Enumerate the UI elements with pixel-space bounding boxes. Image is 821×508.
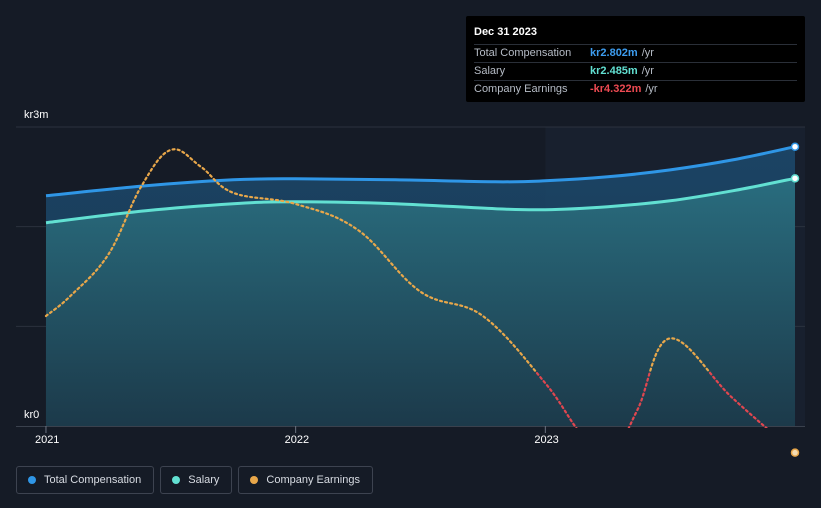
total-compensation-line: [45, 145, 796, 198]
tooltip-row-company-earnings: Company Earnings -kr4.322m /yr: [474, 80, 797, 98]
x-tick-label: 2023: [534, 434, 558, 446]
salary-line: [45, 176, 796, 225]
salary-area: [45, 178, 796, 426]
y-tick-label: kr0: [24, 409, 39, 421]
x-axis-ticks: 2021 2022 2023: [35, 426, 559, 446]
legend-toggle-salary[interactable]: Salary: [160, 466, 233, 494]
legend-dot-icon: [28, 476, 36, 484]
legend-label: Total Compensation: [44, 474, 142, 486]
legend-toggle-total-compensation[interactable]: Total Compensation: [16, 466, 155, 494]
tooltip-label: Salary: [474, 65, 506, 77]
y-tick-label: kr3m: [24, 109, 48, 121]
total-compensation-endpoint: [790, 142, 800, 151]
tooltip-label: Total Compensation: [474, 47, 572, 59]
company-earnings-line-negative: [534, 372, 769, 428]
tooltip-row-salary: Salary kr2.485m /yr: [474, 62, 797, 80]
x-tick-label: 2022: [285, 434, 309, 446]
tooltip-value-total-compensation: kr2.802m: [590, 47, 638, 59]
x-tick-label: 2021: [35, 434, 59, 446]
y-axis-labels: kr3m kr0: [24, 109, 48, 421]
tooltip-unit: /yr: [641, 47, 654, 59]
tooltip-label: Company Earnings: [474, 83, 568, 95]
tooltip-value-company-earnings: -kr4.322m: [590, 83, 642, 95]
company-earnings-line-positive: [44, 148, 711, 372]
tooltip-date: Dec 31 2023: [474, 26, 537, 38]
legend-label: Salary: [188, 474, 220, 486]
area-fills: [45, 146, 796, 426]
salary-endpoint: [790, 174, 800, 183]
series-lines: [44, 145, 796, 428]
tooltip-unit: /yr: [645, 83, 658, 95]
series-endpoints: [790, 142, 800, 457]
company-earnings-endpoint: [790, 448, 800, 457]
legend-dot-icon: [250, 476, 259, 484]
tooltip-unit: /yr: [641, 65, 654, 77]
legend-label: Company Earnings: [266, 474, 360, 486]
tooltip-row-total-compensation: Total Compensation kr2.802m /yr: [474, 44, 797, 62]
legend-toggle-company-earnings[interactable]: Company Earnings: [238, 466, 373, 494]
hover-tooltip: Dec 31 2023 Total Compensation kr2.802m …: [466, 16, 805, 102]
legend-dot-icon: [172, 476, 181, 484]
chart-legend: Total Compensation Salary Company Earnin…: [16, 466, 373, 494]
tooltip-value-salary: kr2.485m: [590, 65, 638, 77]
